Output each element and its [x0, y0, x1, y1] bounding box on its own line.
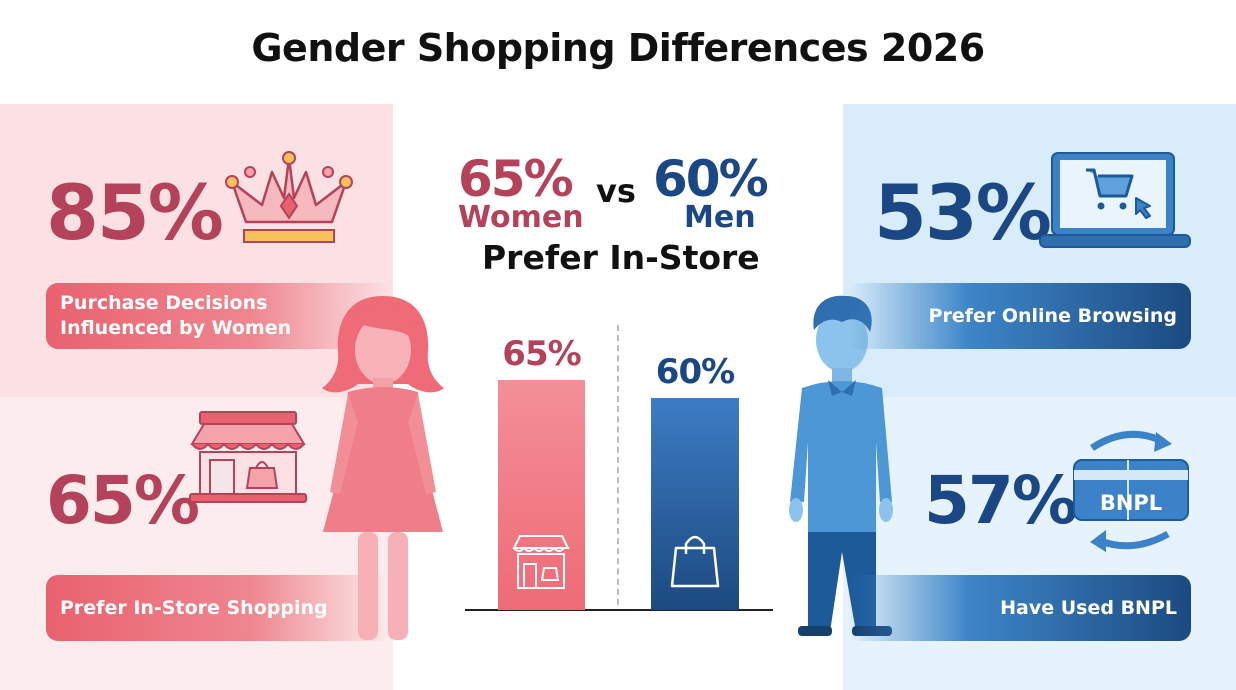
bar-shopping-bag-icon	[670, 535, 720, 588]
bar-men-label: 60%	[655, 351, 735, 392]
vs-label: vs	[596, 172, 636, 210]
center-subtitle: Prefer In-Store	[482, 238, 760, 277]
stat-in-store-value: 65%	[46, 462, 200, 539]
chart-baseline	[465, 609, 773, 611]
women-label: Women	[458, 200, 584, 235]
stat-online-browsing-label: Prefer Online Browsing	[848, 283, 1191, 349]
crown-icon	[225, 151, 353, 243]
men-label: Men	[684, 200, 756, 235]
bar-women-label: 65%	[502, 333, 581, 374]
bnpl-icon-text: BNPL	[1100, 491, 1162, 515]
men-panel-bottom	[843, 397, 1236, 690]
bar-men	[651, 397, 739, 610]
stat-bnpl-value: 57%	[924, 462, 1078, 539]
women-in-store-value: 65%	[458, 150, 574, 208]
bar-storefront-icon	[512, 535, 570, 589]
men-in-store-value: 60%	[653, 150, 769, 208]
bnpl-card-icon: BNPL	[1073, 430, 1189, 552]
bar-women	[498, 379, 585, 610]
laptop-cart-icon	[1039, 152, 1191, 248]
stat-online-browsing-value: 53%	[874, 168, 1052, 257]
woman-figure-icon	[322, 296, 444, 640]
in-store-bar-chart: 65% 60%	[460, 320, 775, 615]
storefront-icon	[189, 411, 307, 503]
page-title: Gender Shopping Differences 2026	[251, 26, 985, 70]
stat-in-store-label: Prefer In-Store Shopping	[46, 575, 391, 641]
label-line-1: Purchase Decisions	[60, 292, 268, 315]
stat-purchase-decisions-label: Purchase Decisions Influenced by Women	[46, 283, 391, 349]
stat-purchase-decisions-value: 85%	[46, 168, 224, 257]
label-line-2: Influenced by Women	[60, 317, 292, 339]
chart-divider	[617, 325, 619, 605]
stat-bnpl-label: Have Used BNPL	[848, 575, 1191, 641]
